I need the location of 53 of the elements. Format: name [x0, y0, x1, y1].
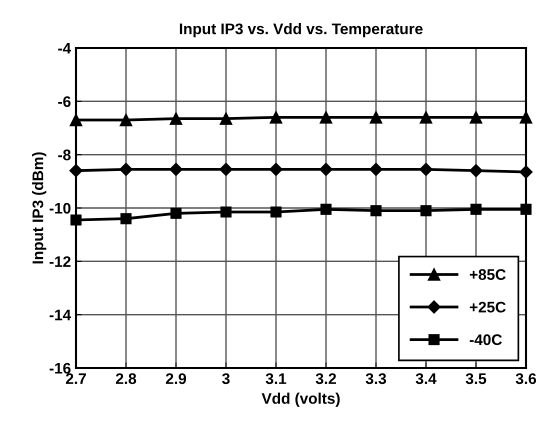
y-tick-label: -8	[58, 150, 71, 160]
point	[419, 162, 433, 176]
x-tick-label: 2.9	[166, 373, 186, 384]
legend-label: -40C	[470, 334, 502, 346]
point	[219, 162, 233, 176]
point	[520, 111, 532, 124]
point	[420, 111, 432, 124]
x-tick-label: 3.5	[466, 373, 486, 384]
point	[320, 204, 332, 215]
x-tick-label: 3.1	[266, 373, 286, 384]
y-tick-label: -4	[58, 43, 72, 54]
y-tick-label: -16	[50, 362, 71, 374]
point	[220, 112, 232, 125]
chart-title: Input IP3 vs. Vdd vs. Temperature	[180, 23, 423, 38]
y-tick-label: -10	[50, 202, 71, 214]
x-tick-label: 3.3	[366, 373, 386, 384]
point	[519, 165, 533, 179]
point	[69, 164, 83, 178]
point	[469, 164, 483, 178]
point	[169, 162, 183, 176]
x-tick-label: 3.4	[416, 373, 437, 384]
y-axis-title: Input IP3 (dBm)	[32, 152, 46, 264]
x-tick-label: 3.2	[316, 373, 336, 384]
x-tick-label: 2.7	[66, 373, 86, 384]
point	[119, 162, 133, 176]
y-tick-label: -6	[58, 96, 71, 108]
point	[70, 114, 82, 126]
point	[470, 204, 482, 215]
y-tick-label: -14	[50, 310, 72, 320]
point	[420, 205, 432, 216]
x-tick-label: 3.6	[516, 373, 536, 384]
x-axis-title: Vdd (volts)	[262, 392, 340, 407]
point	[320, 111, 332, 124]
point	[269, 162, 283, 176]
point	[170, 208, 182, 219]
point	[220, 206, 232, 218]
point	[370, 111, 382, 124]
point	[70, 214, 82, 226]
x-tick-label: 2.8	[116, 373, 136, 384]
point	[370, 205, 382, 216]
point	[470, 111, 482, 124]
point	[369, 162, 383, 176]
point	[270, 111, 282, 124]
y-tick-label: -12	[50, 256, 71, 267]
legend-label: +85C	[470, 269, 506, 280]
point	[170, 112, 182, 125]
point	[319, 162, 333, 176]
point	[520, 204, 532, 215]
x-tick-label: 3	[222, 373, 230, 384]
point	[120, 213, 132, 224]
point	[270, 206, 282, 218]
point	[120, 114, 132, 126]
legend-label: +25C	[470, 302, 506, 313]
